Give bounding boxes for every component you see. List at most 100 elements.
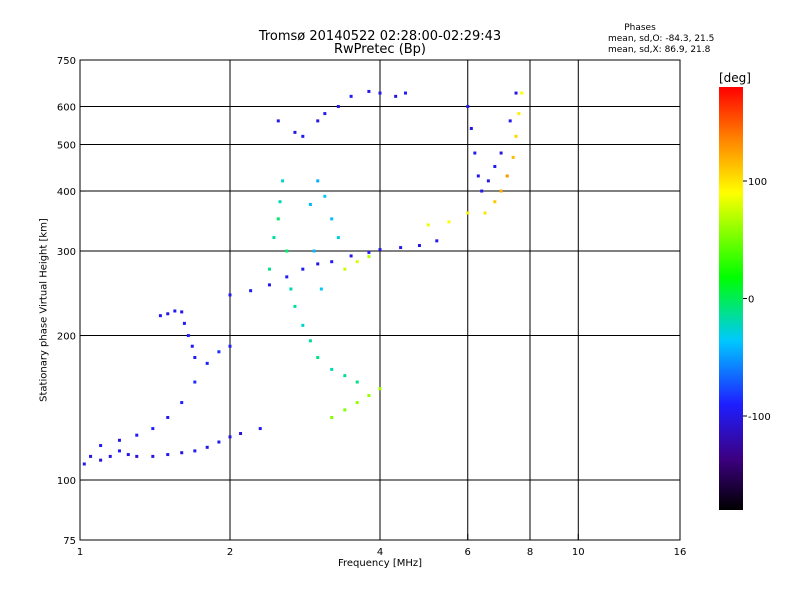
data-point: [82, 462, 86, 466]
data-point: [469, 126, 473, 130]
data-point: [267, 283, 271, 287]
chart-title: Tromsø 20140522 02:28:00-02:29:43: [258, 29, 502, 44]
data-point: [312, 249, 316, 253]
data-point: [323, 112, 327, 116]
y-tick-label: 75: [63, 536, 76, 547]
data-point: [289, 287, 293, 291]
data-point: [511, 155, 515, 159]
data-point: [285, 275, 289, 279]
data-point: [378, 91, 382, 95]
data-point: [394, 94, 398, 98]
data-point: [403, 91, 407, 95]
data-point: [281, 179, 285, 183]
data-point: [330, 217, 334, 221]
data-point: [514, 91, 518, 95]
data-point: [166, 453, 170, 457]
data-point: [316, 179, 320, 183]
y-tick-label: 200: [57, 332, 76, 343]
data-point: [228, 344, 232, 348]
data-point: [508, 119, 512, 123]
data-point: [239, 432, 243, 436]
colorbar-ticks: 100 0 -100: [743, 177, 771, 423]
y-axis-label: Stationary phase Virtual Height [km]: [38, 218, 50, 402]
y-axis-ticks: 75 100 200 300 400 500 600 750: [57, 56, 86, 547]
data-point: [499, 189, 503, 193]
data-point: [180, 310, 184, 314]
y-tick-label: 100: [57, 476, 76, 487]
data-point: [180, 401, 184, 405]
data-point: [343, 267, 347, 271]
data-point: [158, 314, 162, 318]
data-point: [447, 220, 451, 224]
data-point: [108, 454, 112, 458]
data-points: [82, 89, 524, 466]
phases-title: Phases: [624, 23, 656, 33]
data-point: [228, 293, 232, 297]
data-point: [193, 355, 197, 359]
data-point: [228, 435, 232, 439]
data-point: [349, 254, 353, 258]
data-point: [190, 344, 194, 348]
data-point: [378, 387, 382, 391]
y-tick-label: 400: [57, 187, 76, 198]
x-tick-label: 1: [77, 547, 83, 558]
data-point: [205, 445, 209, 449]
data-point: [480, 189, 484, 193]
data-point: [514, 134, 518, 138]
data-point: [319, 287, 323, 291]
data-point: [301, 323, 305, 327]
data-point: [520, 91, 524, 95]
y-tick-label: 500: [57, 141, 76, 152]
data-point: [355, 260, 359, 264]
data-point: [301, 134, 305, 138]
colorbar-tick-label: 100: [748, 177, 767, 188]
data-point: [316, 262, 320, 266]
data-point: [367, 255, 371, 259]
data-point: [126, 453, 130, 457]
data-point: [276, 119, 280, 123]
data-point: [330, 415, 334, 419]
data-point: [267, 267, 271, 271]
x-tick-label: 8: [527, 547, 533, 558]
data-point: [378, 248, 382, 252]
data-point: [476, 174, 480, 178]
data-point: [367, 394, 371, 398]
data-point: [276, 217, 280, 221]
data-point: [182, 321, 186, 325]
grid-lines: [80, 60, 680, 540]
data-point: [166, 312, 170, 316]
data-point: [316, 119, 320, 123]
data-point: [486, 179, 490, 183]
phases-o-stats: mean, sd,O: -84.3, 21.5: [608, 34, 715, 44]
colorbar-label: [deg]: [719, 71, 751, 85]
y-tick-label: 750: [57, 56, 76, 67]
data-point: [355, 380, 359, 384]
data-point: [323, 194, 327, 198]
data-point: [117, 438, 121, 442]
data-point: [517, 112, 521, 116]
data-point: [499, 151, 503, 155]
data-point: [117, 449, 121, 453]
data-point: [193, 380, 197, 384]
data-point: [151, 427, 155, 431]
data-point: [217, 440, 221, 444]
data-point: [293, 130, 297, 134]
data-point: [249, 289, 253, 293]
x-tick-label: 16: [674, 547, 687, 558]
data-point: [301, 267, 305, 271]
data-point: [493, 164, 497, 168]
data-point: [151, 454, 155, 458]
data-point: [278, 200, 282, 204]
data-point: [399, 246, 403, 250]
data-point: [205, 361, 209, 365]
colorbar: [719, 87, 743, 510]
data-point: [493, 200, 497, 204]
data-point: [166, 415, 170, 419]
data-point: [426, 223, 430, 227]
x-tick-label: 6: [465, 547, 471, 558]
x-tick-label: 10: [572, 547, 585, 558]
chart-subtitle: RwPretec (Bp): [333, 42, 427, 57]
data-point: [180, 451, 184, 455]
data-point: [293, 304, 297, 308]
data-point: [505, 174, 509, 178]
